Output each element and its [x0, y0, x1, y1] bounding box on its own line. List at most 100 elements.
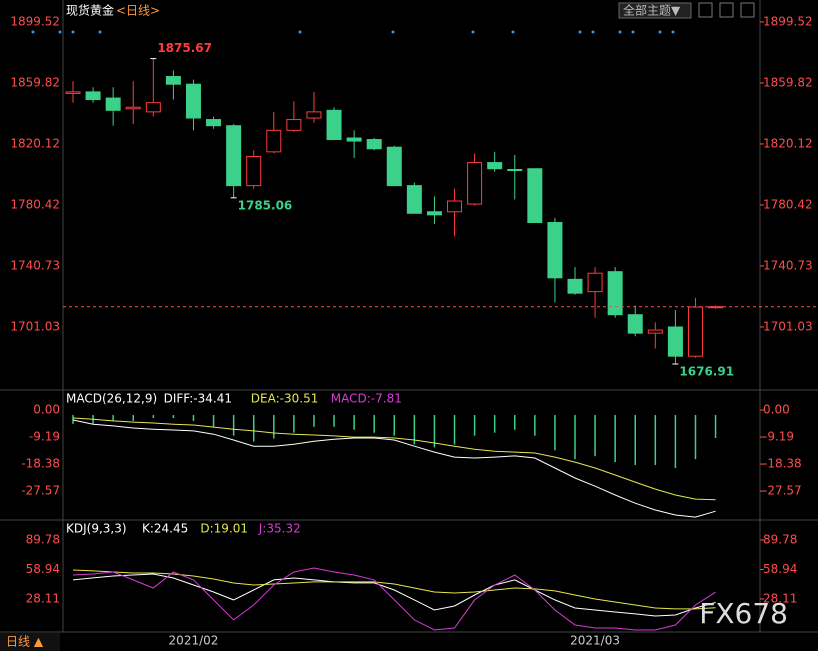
y-tick-label: 28.11 [763, 591, 797, 605]
icon-button[interactable] [740, 2, 755, 18]
legend-title: MACD(26,12,9) [66, 392, 157, 406]
candle-body [326, 109, 342, 141]
event-dot [631, 30, 635, 34]
candle-body [165, 76, 181, 85]
candle-body [145, 102, 161, 113]
series-line [72, 567, 716, 631]
candle-body [346, 137, 362, 142]
x-tick-label: 2021/03 [570, 634, 620, 648]
candle-body [226, 125, 242, 187]
series-line [72, 417, 716, 501]
candle-body [507, 168, 523, 171]
y-tick-label: 1701.03 [763, 319, 813, 333]
y-tick-label: 1701.03 [10, 319, 60, 333]
y-tick-label: 1859.82 [763, 75, 813, 89]
candle-body [547, 222, 563, 279]
legend-entry: DIFF:-34.41 [164, 392, 232, 406]
event-dot [671, 30, 675, 34]
y-tick-label: 1780.42 [10, 197, 60, 211]
legend-entry: K:24.45 [142, 522, 188, 536]
symbol: 现货黄金 [66, 3, 114, 18]
legend-entry: D:19.01 [200, 522, 248, 536]
event-dot [31, 30, 35, 34]
series-line [72, 573, 716, 617]
candle-body [607, 271, 623, 316]
candle-body [687, 306, 703, 357]
legend-entry: MACD:-7.81 [331, 392, 402, 406]
period-tab[interactable] [0, 633, 60, 651]
y-tick-label: -18.38 [763, 457, 802, 471]
y-tick-label: -27.57 [763, 484, 802, 498]
y-tick-label: 1859.82 [10, 75, 60, 89]
y-tick-label: 58.94 [763, 562, 797, 576]
candle-body [467, 162, 483, 205]
y-tick-label: 0.00 [763, 403, 790, 417]
y-tick-label: 89.78 [26, 532, 60, 546]
y-tick-label: 1820.12 [10, 136, 60, 150]
theme-button[interactable] [618, 2, 692, 19]
candle-body [286, 119, 302, 131]
y-tick-label: 1899.52 [763, 14, 813, 28]
period-tab-label[interactable]: 日线 ▲ [6, 635, 44, 649]
candle-body [366, 139, 382, 150]
extreme-label: 1875.67 [157, 41, 212, 55]
candle-body [587, 272, 603, 293]
candle-body [667, 326, 683, 357]
candle-body [246, 155, 262, 187]
event-dot [511, 30, 515, 34]
event-dot [98, 30, 102, 34]
event-dot [391, 30, 395, 34]
extreme-label: 1785.06 [238, 198, 293, 212]
candle-body [627, 314, 643, 334]
y-tick-label: 28.11 [26, 591, 60, 605]
candle-body [185, 83, 201, 119]
y-tick-label: -9.19 [763, 430, 794, 444]
candle-body [65, 91, 81, 94]
y-tick-label: -18.38 [21, 457, 60, 471]
y-tick-label: -27.57 [21, 484, 60, 498]
candle-body [527, 168, 543, 224]
y-tick-label: 89.78 [763, 532, 797, 546]
y-tick-label: 0.00 [33, 403, 60, 417]
theme-button-label[interactable]: 全部主题▼ [623, 3, 681, 18]
series-line [72, 419, 716, 518]
event-dot [298, 30, 302, 34]
event-dot [71, 30, 75, 34]
y-tick-label: 1740.73 [10, 258, 60, 272]
y-tick-label: -9.19 [29, 430, 60, 444]
y-tick-label: 1780.42 [763, 197, 813, 211]
candle-body [487, 162, 503, 170]
candle-body [206, 119, 222, 127]
legend-entry: J:35.32 [258, 522, 301, 536]
period: <日线> [116, 4, 160, 18]
event-dot [591, 30, 595, 34]
candle-body [85, 91, 101, 101]
legend-title: KDJ(9,3,3) [66, 522, 127, 536]
candle-body [306, 111, 322, 119]
candle-body [567, 278, 583, 294]
event-dot [658, 30, 662, 34]
y-tick-label: 1899.52 [10, 14, 60, 28]
extreme-label: 1676.91 [679, 365, 734, 379]
candle-body [105, 97, 121, 111]
event-dot [58, 30, 62, 34]
candle-body [447, 200, 463, 213]
candle-body [386, 146, 402, 187]
candle-body [406, 185, 422, 214]
candle-body [266, 129, 282, 153]
icon-button[interactable] [698, 2, 713, 18]
y-tick-label: 1820.12 [763, 136, 813, 150]
event-dot [578, 30, 582, 34]
watermark: FX678 [699, 597, 788, 630]
legend-entry: DEA:-30.51 [251, 392, 319, 406]
candle-body [647, 329, 663, 334]
candle-body [708, 306, 724, 309]
candle-body [125, 106, 141, 110]
event-dot [618, 30, 622, 34]
event-dot [471, 30, 475, 34]
y-tick-label: 1740.73 [763, 258, 813, 272]
icon-button[interactable] [719, 2, 734, 18]
candle-body [426, 211, 442, 216]
